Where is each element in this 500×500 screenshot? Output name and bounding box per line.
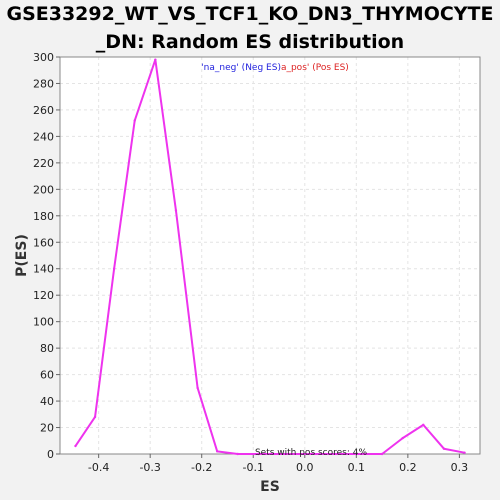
y-tick-label: 260: [33, 104, 54, 117]
x-tick-label: -0.4: [88, 461, 109, 474]
data-point: [93, 415, 97, 419]
data-point: [401, 436, 404, 440]
series-points: [74, 58, 466, 456]
data-point: [215, 450, 219, 453]
pos-scores-annotation: Sets with pos scores: 4%: [255, 448, 368, 458]
y-tick-label: 20: [40, 422, 54, 435]
y-tick-label: 40: [40, 395, 54, 408]
y-tick-label: 280: [33, 77, 54, 90]
x-tick-label: 0.1: [348, 461, 366, 474]
data-point: [196, 386, 199, 390]
chart-title: GSE33292_WT_VS_TCF1_KO_DN3_THYMOCYTE _DN…: [0, 0, 500, 56]
data-point: [442, 447, 446, 450]
y-tick-label: 120: [33, 289, 54, 302]
y-tick-label: 220: [33, 157, 54, 170]
x-axis-ticks: -0.4 -0.3 -0.2 -0.1 0.0 0.1 0.2 0.3: [88, 454, 468, 474]
data-point: [112, 267, 116, 270]
y-axis-ticks: 0 20 40 60 80 100 120 140 160 180 200 220 240 260 280 3…: [33, 51, 60, 461]
data-point: [154, 58, 157, 61]
y-axis-label: P(ES): [14, 234, 30, 277]
x-tick-label: 0.0: [296, 461, 314, 474]
y-tick-label: 240: [33, 130, 54, 143]
data-point: [422, 423, 425, 427]
y-tick-label: 180: [33, 210, 54, 223]
x-tick-label: 0.3: [451, 461, 469, 474]
legend: 'na_neg' (Neg ES)a_pos' (Pos ES): [201, 63, 349, 73]
y-tick-label: 80: [40, 342, 54, 355]
y-tick-label: 200: [33, 183, 54, 196]
legend-neg-es: 'na_neg' (Neg ES): [201, 63, 281, 73]
y-tick-label: 100: [33, 316, 54, 329]
x-axis-label: ES: [260, 479, 280, 495]
y-tick-label: 60: [40, 369, 54, 382]
x-tick-label: -0.1: [243, 461, 264, 474]
plot-area: [60, 57, 480, 454]
data-point: [380, 452, 384, 456]
data-point: [463, 451, 466, 454]
data-point: [174, 209, 178, 212]
y-tick-label: 140: [33, 263, 54, 276]
chart-title-line-2: _DN: Random ES distribution: [95, 31, 405, 53]
chart-title-line-1: GSE33292_WT_VS_TCF1_KO_DN3_THYMOCYTE: [6, 3, 494, 25]
y-tick-label: 160: [33, 236, 54, 249]
y-tick-label: 300: [33, 51, 54, 64]
x-tick-label: 0.2: [399, 461, 417, 474]
data-point: [133, 119, 136, 122]
x-tick-label: -0.3: [139, 461, 160, 474]
legend-pos-es: a_pos' (Pos ES): [281, 63, 349, 73]
data-point: [257, 452, 260, 456]
y-tick-label: 0: [47, 448, 54, 461]
data-point: [74, 444, 77, 448]
x-tick-label: -0.2: [191, 461, 212, 474]
data-point: [236, 452, 239, 456]
